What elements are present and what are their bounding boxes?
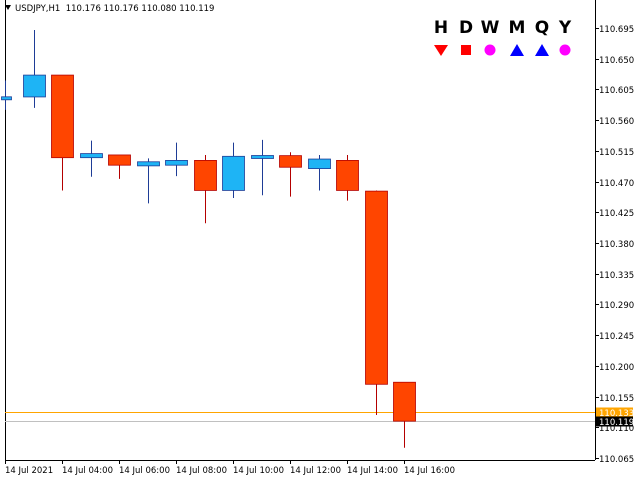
candle-body bbox=[279, 155, 302, 168]
y-tick-label: 110.560 bbox=[599, 117, 634, 127]
candle-body bbox=[137, 161, 160, 167]
symbol-label: USDJPY,H1 bbox=[15, 4, 61, 14]
y-tick-label: 110.470 bbox=[599, 179, 634, 189]
circle-icon bbox=[484, 44, 496, 56]
bid-price-box bbox=[596, 416, 633, 427]
candle-body bbox=[1, 96, 12, 101]
timeframe-label-h: H bbox=[433, 18, 449, 38]
timeframe-label-w: W bbox=[480, 18, 500, 38]
x-tick-label: 14 Jul 08:00 bbox=[176, 466, 227, 476]
timeframe-label-d: D bbox=[458, 18, 474, 38]
candle-body bbox=[251, 155, 274, 159]
candle-body bbox=[108, 154, 131, 166]
x-tick-label: 14 Jul 04:00 bbox=[62, 466, 113, 476]
x-tick-label: 14 Jul 12:00 bbox=[290, 466, 341, 476]
x-tick-label: 14 Jul 2021 bbox=[5, 466, 53, 476]
candle-body bbox=[165, 160, 188, 166]
collapse-triangle-icon[interactable] bbox=[5, 5, 11, 10]
timeframe-label-m: M bbox=[508, 18, 526, 38]
timeframe-label-y: Y bbox=[558, 18, 572, 38]
x-tick-label: 14 Jul 06:00 bbox=[119, 466, 170, 476]
timeframe-label-q: Q bbox=[534, 18, 550, 38]
ask-price-label: 110.133 bbox=[599, 409, 634, 419]
y-tick-label: 110.515 bbox=[599, 148, 634, 158]
candle-body bbox=[222, 155, 245, 191]
up-triangle-icon bbox=[535, 44, 549, 56]
y-tick-label: 110.650 bbox=[599, 56, 634, 66]
y-tick-label: 110.110 bbox=[599, 424, 634, 434]
down-triangle-icon bbox=[434, 45, 448, 56]
x-tick-label: 14 Jul 14:00 bbox=[347, 466, 398, 476]
y-tick-label: 110.380 bbox=[599, 240, 634, 250]
candle-body bbox=[23, 74, 46, 98]
candle-body bbox=[194, 160, 217, 191]
candle-body bbox=[336, 160, 359, 191]
y-tick-label: 110.695 bbox=[599, 25, 634, 35]
candle-body bbox=[365, 190, 388, 385]
ask-price-box bbox=[596, 407, 633, 418]
up-triangle-icon bbox=[510, 44, 524, 56]
x-tick-label: 14 Jul 10:00 bbox=[233, 466, 284, 476]
x-tick-label: 14 Jul 16:00 bbox=[404, 466, 455, 476]
circle-icon bbox=[559, 44, 571, 56]
candle-body bbox=[308, 158, 331, 170]
candle-body bbox=[80, 153, 103, 159]
y-tick-label: 110.155 bbox=[599, 394, 634, 404]
candle-body bbox=[51, 74, 74, 159]
ohlc-readout: 110.176 110.176 110.080 110.119 bbox=[65, 4, 215, 14]
bid-price-label: 110.119 bbox=[599, 418, 634, 428]
y-tick-label: 110.335 bbox=[599, 271, 634, 281]
y-tick-label: 110.290 bbox=[599, 301, 634, 311]
y-tick-label: 110.425 bbox=[599, 209, 634, 219]
y-tick-label: 110.605 bbox=[599, 86, 634, 96]
square-icon bbox=[461, 45, 471, 55]
y-tick-label: 110.245 bbox=[599, 332, 634, 342]
chart-header: USDJPY,H1 110.176 110.176 110.080 110.11… bbox=[5, 4, 214, 14]
candle-body bbox=[393, 381, 416, 422]
y-tick-label: 110.065 bbox=[599, 455, 634, 465]
y-tick-label: 110.200 bbox=[599, 363, 634, 373]
